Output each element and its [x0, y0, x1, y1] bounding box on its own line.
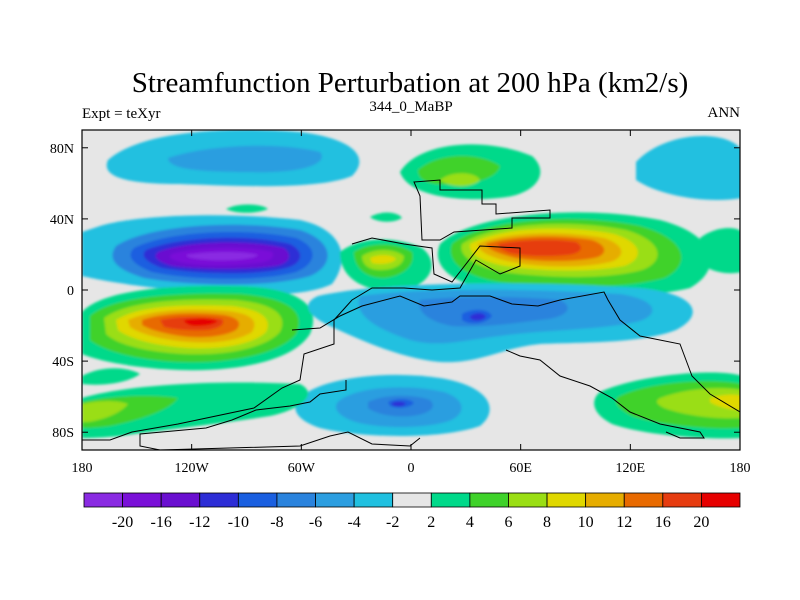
x-tick-label: 180 — [730, 461, 751, 476]
colorbar-box — [585, 492, 625, 508]
coastline-north-continent — [413, 179, 551, 241]
x-tick-label: 60W — [288, 461, 316, 476]
colorbar-label: 6 — [504, 514, 512, 531]
colorbar-box — [160, 492, 201, 508]
colorbar-box — [122, 492, 162, 508]
x-tick-label: 180 — [72, 461, 93, 476]
streamfunction-contours — [82, 130, 740, 439]
latitude-tick-labels: 80N 40N 0 40S 80S — [50, 142, 74, 441]
colorbar-box — [430, 492, 471, 508]
x-tick-label: 60E — [509, 461, 532, 476]
colorbar-box — [546, 492, 587, 508]
x-tick-label: 0 — [408, 461, 415, 476]
y-tick-label: 40S — [52, 355, 74, 370]
field-south-pacific-high — [82, 285, 314, 385]
colorbar-label: -2 — [386, 514, 399, 531]
colorbar-label: 8 — [543, 514, 551, 531]
map-ticks — [81, 130, 741, 450]
coastlines — [82, 179, 740, 450]
colorbar-label: 2 — [427, 514, 435, 531]
colorbar-box — [392, 492, 432, 508]
colorbar-box — [237, 492, 278, 508]
colorbar-label: 10 — [578, 514, 594, 531]
colorbar-label: -12 — [189, 514, 210, 531]
colorbar-label: -6 — [309, 514, 322, 531]
right-label: ANN — [708, 105, 741, 121]
colorbar-label: -4 — [347, 514, 360, 531]
field-southern-ocean — [82, 372, 740, 439]
colorbar-box — [623, 492, 664, 508]
colorbar-box — [469, 492, 509, 508]
y-tick-label: 80S — [52, 426, 74, 441]
colorbar-label: 4 — [466, 514, 474, 531]
colorbar-box — [276, 492, 316, 508]
map-panel: 180 120W 60W 0 60E 120E 180 80N 40N 0 40S 80S — [50, 129, 751, 476]
colorbar-boxes — [83, 492, 741, 508]
longitude-tick-labels: 180 120W 60W 0 60E 120E 180 — [72, 461, 751, 476]
y-tick-label: 40N — [50, 213, 74, 228]
left-label: Expt = teXyr — [82, 106, 160, 122]
colorbar-label: -10 — [228, 514, 249, 531]
colorbar-label: 20 — [693, 514, 709, 531]
coastline-south-arc — [291, 291, 740, 413]
colorbar-box — [83, 492, 123, 508]
plot-title: Streamfunction Perturbation at 200 hPa (… — [132, 67, 689, 99]
colorbar: -20 -16 -12 -10 -8 -6 -4 -2 2 4 6 8 10 12 16 20 — [83, 492, 741, 531]
colorbar-box — [508, 492, 548, 508]
colorbar-label: -16 — [151, 514, 172, 531]
colorbar-box — [199, 492, 239, 508]
colorbar-label: 12 — [616, 514, 632, 531]
colorbar-box — [662, 492, 702, 508]
field-europe-high — [226, 144, 541, 222]
field-tropical-north — [82, 215, 740, 295]
x-tick-label: 120E — [616, 461, 646, 476]
center-label: 344_0_MaBP — [369, 99, 452, 115]
colorbar-label: 16 — [655, 514, 671, 531]
y-tick-label: 80N — [50, 142, 74, 157]
field-north-negative-band — [106, 130, 740, 200]
colorbar-labels: -20 -16 -12 -10 -8 -6 -4 -2 2 4 6 8 10 12 16 20 — [112, 514, 709, 531]
colorbar-label: -20 — [112, 514, 133, 531]
field-asia-high — [437, 212, 711, 297]
colorbar-box — [701, 492, 741, 508]
y-tick-label: 0 — [67, 284, 74, 299]
colorbar-box — [315, 492, 355, 508]
coastline-southern-ocean — [139, 380, 421, 450]
coastline-eastern-south — [505, 349, 705, 439]
x-tick-label: 120W — [175, 461, 210, 476]
colorbar-box — [353, 492, 394, 508]
colorbar-label: -8 — [270, 514, 283, 531]
coastline-tropical-continent — [82, 237, 521, 441]
